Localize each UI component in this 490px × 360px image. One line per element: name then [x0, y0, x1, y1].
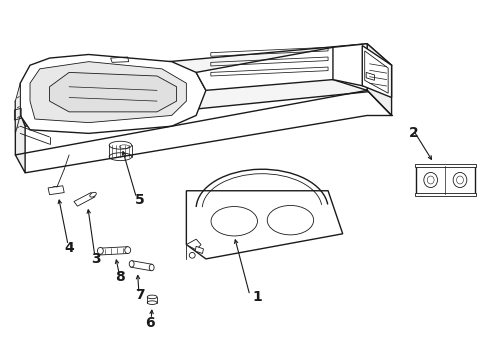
Text: 4: 4 [64, 241, 74, 255]
Text: 7: 7 [135, 288, 145, 302]
Polygon shape [100, 247, 128, 255]
Polygon shape [15, 101, 25, 173]
Ellipse shape [149, 264, 154, 271]
Polygon shape [333, 44, 367, 87]
Polygon shape [415, 164, 476, 167]
Polygon shape [15, 44, 392, 126]
Ellipse shape [211, 207, 257, 236]
Ellipse shape [90, 192, 97, 197]
Polygon shape [49, 72, 176, 112]
Polygon shape [186, 191, 343, 259]
Polygon shape [195, 246, 203, 253]
Polygon shape [362, 45, 392, 98]
Ellipse shape [50, 186, 59, 192]
Text: 2: 2 [409, 126, 418, 140]
Ellipse shape [189, 252, 195, 258]
Text: 5: 5 [135, 193, 145, 207]
Polygon shape [415, 193, 476, 196]
Text: 8: 8 [116, 270, 125, 284]
Ellipse shape [424, 172, 438, 188]
Polygon shape [196, 47, 367, 90]
Polygon shape [48, 186, 64, 195]
Ellipse shape [147, 295, 157, 299]
Text: 6: 6 [145, 316, 154, 330]
Ellipse shape [125, 247, 131, 253]
Ellipse shape [109, 153, 132, 161]
Ellipse shape [109, 141, 132, 149]
Polygon shape [15, 83, 20, 134]
Ellipse shape [98, 247, 103, 254]
Ellipse shape [453, 172, 467, 188]
Text: 1: 1 [252, 289, 262, 303]
Polygon shape [74, 193, 95, 206]
Ellipse shape [267, 206, 314, 235]
Polygon shape [131, 261, 152, 271]
Ellipse shape [129, 261, 134, 267]
Polygon shape [367, 44, 392, 116]
Polygon shape [30, 62, 186, 123]
Text: 3: 3 [91, 252, 101, 266]
Polygon shape [186, 239, 201, 250]
Polygon shape [20, 54, 206, 134]
Ellipse shape [147, 301, 157, 305]
Polygon shape [416, 166, 475, 194]
